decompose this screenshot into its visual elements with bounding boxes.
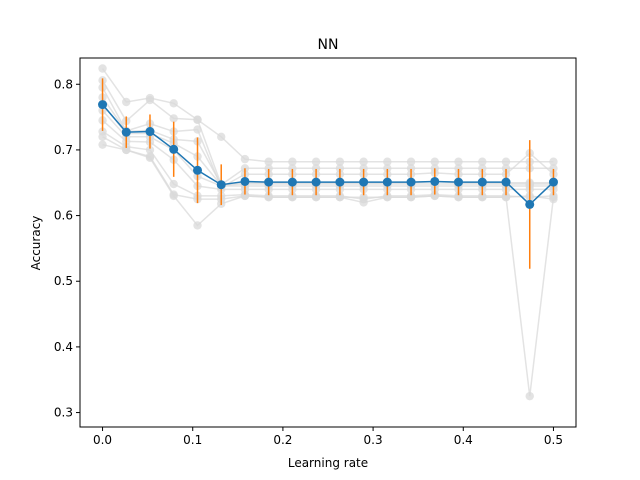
x-axis-label: Learning rate xyxy=(288,456,368,470)
run-1-point-4 xyxy=(169,99,178,108)
mean-point-17 xyxy=(477,177,487,187)
run-1-point-12 xyxy=(359,157,368,166)
run-1-point-17 xyxy=(478,157,487,166)
y-tick-label-1: 0.3 xyxy=(54,406,73,420)
y-tick-label-6: 0.8 xyxy=(54,77,73,91)
run-10-point-19 xyxy=(525,391,534,401)
run-10-point-9 xyxy=(288,192,297,202)
run-2-point-9 xyxy=(288,164,297,173)
y-axis-label: Accuracy xyxy=(29,216,43,271)
run-2-point-20 xyxy=(549,164,558,173)
mean-point-18 xyxy=(501,177,511,187)
mean-point-5 xyxy=(193,165,203,175)
run-1-point-16 xyxy=(454,157,463,166)
run-1-point-10 xyxy=(311,157,321,166)
run-1-point-20 xyxy=(549,157,558,166)
run-10-point-5 xyxy=(193,221,202,230)
run-10-point-1 xyxy=(98,140,107,149)
run-10-point-13 xyxy=(383,192,392,202)
y-tick-label-5: 0.7 xyxy=(54,143,73,157)
run-10-point-20 xyxy=(549,192,558,202)
run-10-point-18 xyxy=(501,192,511,202)
run-2-point-16 xyxy=(454,164,463,173)
run-2-point-3 xyxy=(145,95,155,105)
run-10-point-12 xyxy=(359,192,368,202)
x-tick-label-3: 0.2 xyxy=(273,433,292,447)
run-8-point-3 xyxy=(145,145,155,155)
x-tick-label-5: 0.4 xyxy=(454,433,473,447)
run-10-point-7 xyxy=(240,191,250,201)
run-2-point-11 xyxy=(335,164,345,173)
mean-point-2 xyxy=(121,127,131,137)
mean-point-1 xyxy=(98,100,108,110)
run-10-point-16 xyxy=(454,192,463,202)
mean-point-14 xyxy=(406,177,416,187)
run-2-point-4 xyxy=(169,114,178,123)
run-2-point-17 xyxy=(478,164,487,173)
run-1-point-11 xyxy=(335,157,345,166)
run-2-point-14 xyxy=(406,164,416,173)
mean-point-16 xyxy=(453,177,463,187)
mean-point-8 xyxy=(264,177,274,187)
run-1-point-6 xyxy=(217,132,226,141)
run-1-point-7 xyxy=(240,154,250,164)
mean-point-12 xyxy=(359,177,369,187)
mean-point-15 xyxy=(430,176,440,186)
y-axis-ticks: 0.3 0.4 0.5 0.6 0.7 0.8 xyxy=(54,77,80,420)
run-2-point-18 xyxy=(501,164,511,173)
y-tick-label-2: 0.4 xyxy=(54,340,73,354)
mean-series-layer xyxy=(98,100,558,209)
run-3-point-5 xyxy=(193,125,202,134)
run-1-point-15 xyxy=(430,157,439,166)
run-1-point-13 xyxy=(383,157,392,166)
run-1-point-1 xyxy=(98,64,107,73)
run-2-point-8 xyxy=(264,164,273,173)
run-10-point-4 xyxy=(169,191,178,201)
mean-point-7 xyxy=(240,176,250,186)
x-tick-label-2: 0.1 xyxy=(183,433,202,447)
run-10-point-10 xyxy=(311,192,321,202)
mean-point-9 xyxy=(287,177,297,187)
run-9-point-1 xyxy=(98,132,107,141)
mean-point-10 xyxy=(311,177,321,187)
run-1-point-8 xyxy=(264,157,273,166)
run-8-point-4 xyxy=(169,179,178,189)
plot-frame xyxy=(79,57,577,428)
run-2-point-5 xyxy=(193,115,202,124)
chart-title: NN xyxy=(318,37,339,53)
run-10-point-2 xyxy=(122,145,131,155)
x-axis-ticks: 0.0 0.1 0.2 0.3 0.4 0.5 xyxy=(93,427,563,447)
run-1-point-14 xyxy=(406,157,416,166)
mean-point-13 xyxy=(382,177,392,187)
run-10-point-3 xyxy=(145,153,155,163)
run-10-point-14 xyxy=(406,192,416,202)
run-10-point-15 xyxy=(430,191,439,201)
x-tick-label-1: 0.0 xyxy=(93,433,112,447)
run-1-point-2 xyxy=(122,97,131,107)
x-tick-label-4: 0.3 xyxy=(364,433,383,447)
run-2-point-10 xyxy=(311,164,321,173)
mean-point-4 xyxy=(169,144,179,154)
mean-point-11 xyxy=(335,177,345,187)
mean-point-20 xyxy=(548,177,558,187)
run-2-point-13 xyxy=(383,164,392,173)
mean-point-19 xyxy=(525,199,535,209)
x-tick-label-6: 0.5 xyxy=(544,433,563,447)
run-2-point-12 xyxy=(359,164,368,173)
run-10-point-17 xyxy=(478,192,487,202)
run-10-point-8 xyxy=(264,192,273,202)
y-tick-label-4: 0.6 xyxy=(54,209,73,223)
mean-point-6 xyxy=(216,180,226,190)
y-tick-label-3: 0.5 xyxy=(54,274,73,288)
run-10-point-11 xyxy=(335,192,345,202)
mean-point-3 xyxy=(145,127,155,137)
run-1-point-9 xyxy=(288,157,297,166)
run-1-point-18 xyxy=(501,157,511,166)
